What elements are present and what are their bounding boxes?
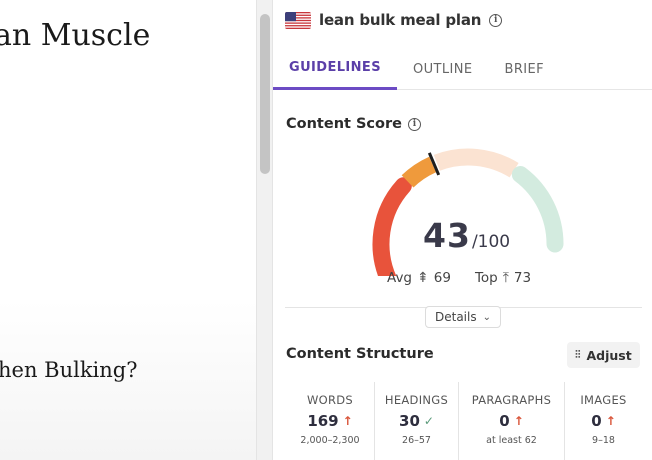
metric-range: 26–57 [402, 435, 431, 446]
metric-images[interactable]: IMAGES 0 ↑ 9–18 [564, 382, 642, 460]
adjust-button[interactable]: ⫶⫶ Adjust [567, 342, 640, 368]
content-structure-title: Content Structure [286, 346, 434, 362]
us-flag-icon [285, 11, 311, 29]
score-max: /100 [471, 232, 511, 252]
seo-panel: lean bulk meal plan i GUIDELINES OUTLINE… [273, 0, 652, 460]
metric-range: 2,000–2,300 [300, 435, 360, 446]
metric-label: IMAGES [580, 393, 627, 407]
chevron-down-icon: ⌄ [482, 311, 491, 323]
gauge-segment-peach [433, 148, 519, 178]
score-number: 43 [423, 216, 471, 255]
gauge-needle [427, 152, 441, 176]
metric-label: HEADINGS [384, 393, 449, 407]
score-benchmarks: Avg ⇞ 69 Top ⤒ 73 [387, 270, 531, 286]
top-value: 73 [513, 270, 532, 286]
metric-range: 9–18 [592, 435, 615, 446]
metric-range: at least 62 [486, 435, 537, 446]
metric-number: 169 [307, 412, 339, 430]
metric-headings[interactable]: HEADINGS 30 ✓ 26–57 [374, 382, 458, 460]
gauge-segment-orange [401, 156, 437, 188]
avg-label: Avg [387, 270, 413, 286]
keyword-row: lean bulk meal plan i [285, 8, 503, 32]
metric-value: 30 ✓ [399, 412, 434, 430]
metric-paragraphs[interactable]: PARAGRAPHS 0 ↑ at least 62 [458, 382, 564, 460]
metric-label: WORDS [306, 393, 354, 407]
avg-marker-icon: ⇞ [417, 270, 429, 286]
top-marker-icon: ⤒ [502, 270, 509, 286]
metric-number: 0 [499, 412, 510, 430]
adjust-label: Adjust [586, 347, 632, 363]
metric-number: 30 [399, 412, 420, 430]
sliders-icon: ⫶⫶ [575, 348, 581, 361]
tab-guidelines[interactable]: GUIDELINES [273, 48, 397, 90]
content-score-gauge [372, 148, 564, 276]
document-scrollbar[interactable] [256, 0, 273, 460]
panel-tabs: GUIDELINES OUTLINE BRIEF [273, 48, 652, 90]
metric-value: 0 ↑ [499, 412, 524, 430]
keyword-text: lean bulk meal plan [319, 11, 482, 29]
arrow-up-icon: ↑ [513, 414, 524, 428]
details-label: Details [435, 310, 477, 324]
check-icon: ✓ [423, 414, 434, 428]
document-subheading[interactable]: hen Bulking? [0, 358, 138, 382]
keyword-info-icon[interactable]: i [489, 13, 503, 27]
details-button[interactable]: Details ⌄ [425, 306, 501, 328]
arrow-up-icon: ↑ [605, 414, 616, 428]
metric-label: PARAGRAPHS [471, 393, 552, 407]
document-fade [0, 300, 256, 460]
tab-brief[interactable]: BRIEF [504, 61, 544, 77]
metric-words[interactable]: WORDS 169 ↑ 2,000–2,300 [286, 382, 374, 460]
tab-outline[interactable]: OUTLINE [412, 61, 473, 77]
metric-value: 169 ↑ [307, 412, 352, 430]
scrollbar-thumb[interactable] [260, 14, 270, 174]
gauge-segment-mint [511, 166, 564, 253]
document-editor[interactable]: an Muscle hen Bulking? [0, 0, 256, 460]
content-score-label: Content Score [286, 116, 402, 132]
avg-value: 69 [433, 270, 451, 286]
document-heading[interactable]: an Muscle [0, 18, 151, 53]
gauge-segment-red [372, 177, 412, 276]
metric-number: 0 [591, 412, 602, 430]
metric-value: 0 ↑ [591, 412, 616, 430]
content-score-value: 43 /100 [423, 216, 510, 255]
content-score-title: Content Score i [286, 116, 421, 132]
content-score-info-icon[interactable]: i [407, 117, 421, 131]
content-structure-metrics: WORDS 169 ↑ 2,000–2,300 HEADINGS 30 ✓ 26… [286, 382, 642, 460]
top-label: Top [474, 270, 498, 286]
arrow-up-icon: ↑ [342, 414, 353, 428]
